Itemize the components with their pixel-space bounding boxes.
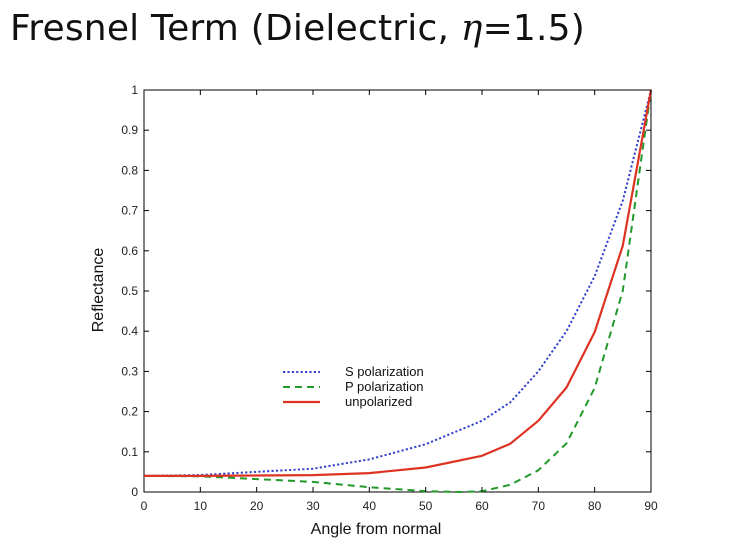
y-tick-label: 0.8: [121, 163, 138, 177]
y-tick-label: 0.4: [121, 324, 138, 338]
y-tick-label: 0.6: [121, 244, 138, 258]
y-tick-label: 0.3: [121, 364, 138, 378]
x-tick-label: 0: [141, 499, 148, 513]
series-unpolarized-line: [144, 89, 653, 477]
x-tick-label: 50: [419, 499, 433, 513]
plot-frame: [143, 89, 652, 493]
y-tick-label: 0.2: [121, 405, 138, 419]
y-tick-label: 0.1: [121, 445, 138, 459]
x-tick-label: 80: [588, 499, 602, 513]
x-tick-label: 20: [250, 499, 264, 513]
series-s-polarization-line: [143, 89, 652, 477]
slide-title: Fresnel Term (Dielectric, η=1.5): [10, 8, 585, 49]
series-p-polarization-line: [143, 89, 652, 493]
legend-label: P polarization: [345, 379, 424, 394]
title-prefix: Fresnel Term (Dielectric,: [10, 8, 461, 49]
y-tick-label: 0.5: [121, 284, 138, 298]
x-tick-label: 90: [644, 499, 658, 513]
y-tick-label: 0.7: [121, 204, 138, 218]
legend-label: S polarization: [345, 364, 424, 379]
x-axis-label: Angle from normal: [311, 521, 442, 538]
title-suffix: =1.5): [482, 8, 586, 49]
legend-label: unpolarized: [345, 394, 412, 409]
x-tick-label: 30: [306, 499, 320, 513]
y-tick-label: 1: [131, 83, 138, 97]
x-tick-label: 40: [363, 499, 377, 513]
y-axis-label: Reflectance: [90, 248, 107, 333]
x-tick-label: 70: [532, 499, 546, 513]
y-tick-label: 0.9: [121, 123, 138, 137]
eta-symbol: η: [460, 8, 483, 49]
y-tick-label: 0: [131, 485, 138, 499]
x-tick-label: 10: [194, 499, 208, 513]
x-tick-label: 60: [475, 499, 489, 513]
